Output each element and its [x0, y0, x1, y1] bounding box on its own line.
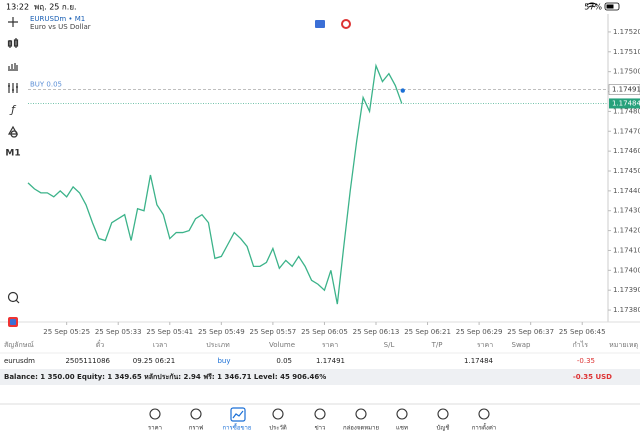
y-tick-label: 1.17460	[613, 147, 640, 155]
cell-ticket: 2505111086	[65, 357, 110, 365]
y-tick-label: 1.17480	[613, 107, 640, 115]
chart-description: Euro vs US Dollar	[30, 23, 91, 31]
x-tick-label: 25 Sep 05:25	[43, 328, 90, 336]
bid-price: 1.17484	[612, 99, 640, 107]
nav-icon	[355, 408, 367, 420]
nav-active-glyph	[232, 410, 244, 419]
settings-icon[interactable]	[8, 83, 18, 93]
column-header: Volume	[269, 341, 295, 349]
battery-level	[606, 4, 614, 9]
order-price: 1.17491	[612, 86, 640, 94]
cell-profit: -0.35	[577, 357, 595, 365]
x-tick-label: 25 Sep 05:57	[250, 328, 297, 336]
order-price-box	[608, 84, 640, 95]
crosshair-icon[interactable]	[8, 17, 18, 27]
nav-icon	[272, 408, 284, 420]
column-header: S/L	[384, 341, 395, 349]
nav-item[interactable]: แชท	[396, 425, 408, 432]
total-profit: -0.35 USD	[573, 373, 612, 381]
nav-icon	[190, 408, 202, 420]
nav-item[interactable]: กราฟ	[189, 425, 203, 432]
toolbar: ƒ M1	[5, 17, 21, 327]
column-header: Swap	[512, 341, 531, 349]
column-header: T/P	[431, 341, 443, 349]
column-header: ราคา	[477, 341, 493, 349]
nav-item[interactable]: บัญชี	[437, 424, 450, 432]
account-summary: Balance: 1 350.00 Equity: 1 349.65 หลักป…	[4, 373, 326, 381]
column-header: สัญลักษณ์	[4, 341, 34, 349]
y-tick-label: 1.17520	[613, 28, 640, 36]
y-tick-label: 1.17440	[613, 187, 640, 195]
signal-icon[interactable]	[341, 19, 351, 29]
y-tick-label: 1.17390	[613, 286, 640, 294]
cell-time: 09.25 06:21	[133, 357, 175, 365]
nav-active-frame	[230, 407, 246, 422]
cell-volume: 0.05	[276, 357, 292, 365]
y-tick-label: 1.17400	[613, 266, 640, 274]
battery-text: 57%	[584, 3, 602, 12]
cell-symbol: eurusdm	[4, 357, 35, 365]
column-header: ราคา	[322, 341, 338, 349]
one-click-icon[interactable]	[315, 20, 325, 28]
function-icon[interactable]: ƒ	[9, 103, 17, 116]
order-marker	[400, 88, 405, 93]
zoom-handle	[15, 299, 20, 304]
timeframe-button[interactable]: M1	[5, 149, 20, 159]
cell-type: buy	[217, 357, 230, 365]
nav-icon	[314, 408, 326, 420]
column-header: ประเภท	[206, 341, 230, 349]
y-tick-label: 1.17470	[613, 127, 640, 135]
order-label: BUY 0.05	[30, 81, 62, 89]
column-header: หมายเหตุ	[609, 341, 638, 349]
battery-icon	[604, 2, 620, 11]
nav-icon	[149, 408, 161, 420]
y-tick-label: 1.17420	[613, 227, 640, 235]
price-line	[27, 63, 403, 305]
x-tick-label: 25 Sep 06:29	[456, 328, 503, 336]
cell-current-price: 1.17484	[464, 357, 493, 365]
nav-item[interactable]: การซื้อขาย	[223, 422, 252, 432]
column-header: เวลา	[153, 341, 168, 349]
indicators-icon[interactable]	[8, 63, 18, 71]
nav-icon	[478, 408, 490, 420]
column-header: ตั๋ว	[96, 340, 105, 349]
wifi-icon	[586, 2, 598, 8]
nav-icon	[437, 408, 449, 420]
x-tick-label: 25 Sep 06:45	[559, 328, 606, 336]
column-header: กำไร	[573, 340, 589, 349]
x-tick-label: 25 Sep 05:41	[146, 328, 193, 336]
zoom-icon[interactable]	[7, 291, 19, 303]
x-tick-label: 25 Sep 05:33	[95, 328, 142, 336]
nav-item[interactable]: ราคา	[148, 425, 162, 432]
x-tick-label: 25 Sep 05:49	[198, 328, 245, 336]
y-tick-label: 1.17380	[613, 306, 640, 314]
status-time: 13:22	[6, 3, 29, 12]
y-tick-label: 1.17510	[613, 48, 640, 56]
nav-item[interactable]: ข่าว	[315, 425, 326, 432]
status-date: พฤ. 25 ก.ย.	[34, 3, 77, 12]
objects-icon[interactable]	[7, 125, 19, 138]
bid-price-box	[609, 98, 640, 109]
summary-bar	[0, 369, 640, 385]
x-tick-label: 25 Sep 06:13	[353, 328, 400, 336]
y-tick-label: 1.17430	[613, 207, 640, 215]
y-tick-label: 1.17410	[613, 246, 640, 254]
chart-symbol[interactable]: EURUSDm • M1	[30, 15, 85, 23]
trade-icon-inner	[10, 319, 16, 325]
candles-icon[interactable]	[7, 38, 19, 48]
y-tick-label: 1.17450	[613, 167, 640, 175]
x-tick-label: 25 Sep 06:05	[301, 328, 348, 336]
nav-item[interactable]: การตั้งค่า	[472, 422, 496, 432]
nav-icon	[396, 408, 408, 420]
y-tick-label: 1.17500	[613, 68, 640, 76]
x-tick-label: 25 Sep 06:21	[404, 328, 451, 336]
cell-price: 1.17491	[316, 357, 345, 365]
x-tick-label: 25 Sep 06:37	[507, 328, 554, 336]
nav-item[interactable]: กล่องจดหมาย	[343, 425, 379, 432]
nav-item[interactable]: ประวัติ	[269, 425, 287, 432]
